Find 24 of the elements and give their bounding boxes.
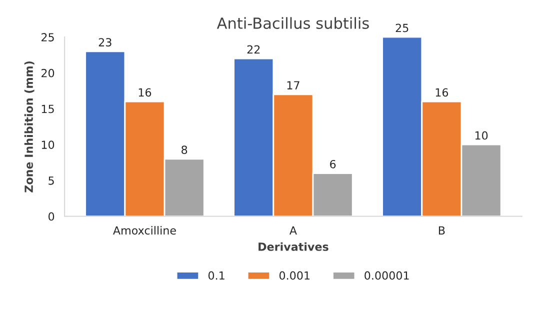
chart-title: Anti-Bacillus subtilis (216, 17, 369, 29)
data-label: 10 (475, 131, 488, 140)
data-label: 22 (247, 45, 260, 54)
data-label: 8 (182, 146, 188, 154)
x-tick-label: B (438, 226, 445, 234)
data-label: 16 (138, 88, 152, 97)
y-tick-label: 0 (48, 212, 54, 221)
y-tick-label: 15 (42, 104, 54, 114)
legend-label: 0.1 (208, 271, 224, 280)
x-tick-label: Amoxcilline (113, 226, 176, 235)
y-tick-label: 20 (42, 68, 54, 78)
data-label: 16 (436, 88, 448, 97)
y-tick-label: 25 (42, 33, 54, 42)
y-axis-title: Zone Inhibition (mm) (24, 61, 34, 192)
data-label: 6 (330, 160, 336, 168)
x-tick-label: A (289, 226, 297, 234)
y-tick-label: 10 (42, 140, 54, 149)
legend-label: 0.00001 (364, 271, 409, 280)
data-label: 25 (396, 24, 408, 32)
legend-label: 0.001 (279, 271, 310, 280)
data-label: 23 (98, 38, 112, 46)
data-label: 17 (287, 81, 300, 90)
y-tick-label: 5 (48, 176, 54, 185)
x-axis-title: Derivatives (258, 242, 328, 251)
